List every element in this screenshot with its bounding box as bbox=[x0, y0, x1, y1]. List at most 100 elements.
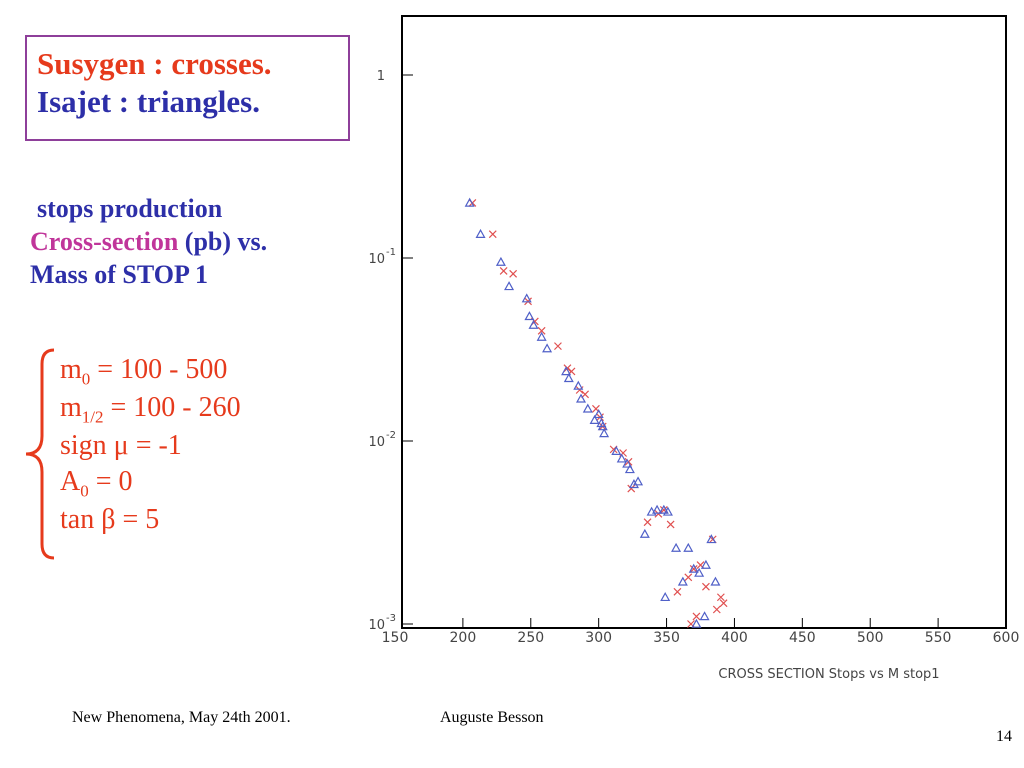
x-tick-label: 350 bbox=[653, 630, 680, 646]
triangle-marker bbox=[521, 293, 532, 303]
legend-box: Susygen : crosses. Isajet : triangles. bbox=[25, 35, 350, 141]
triangle-marker bbox=[628, 479, 639, 489]
triangle-marker bbox=[475, 228, 486, 238]
subtitle-cross-section: Cross-section (pb) vs. bbox=[30, 225, 267, 258]
cross-marker bbox=[488, 230, 497, 239]
cross-marker bbox=[499, 266, 508, 275]
cross-marker bbox=[581, 390, 590, 399]
subtitle-mass-of-stop: Mass of STOP 1 bbox=[30, 260, 208, 290]
cross-marker bbox=[666, 520, 675, 529]
triangle-marker bbox=[528, 319, 539, 329]
cross-marker bbox=[692, 612, 701, 621]
triangle-marker bbox=[536, 331, 547, 341]
triangle-marker bbox=[495, 256, 506, 266]
triangle-marker bbox=[677, 576, 688, 586]
x-tick-label: 600 bbox=[993, 630, 1020, 646]
triangle-marker bbox=[662, 506, 673, 516]
triangle-marker bbox=[683, 542, 694, 552]
y-tick-exponent: -2 bbox=[386, 430, 396, 441]
y-tick-label: 10 bbox=[368, 618, 385, 633]
plot-frame bbox=[401, 15, 1007, 629]
subtitle-stops-production: stops production bbox=[37, 194, 223, 223]
triangle-marker bbox=[671, 542, 682, 552]
triangle-marker bbox=[561, 366, 572, 376]
param-a0: A0 = 0 bbox=[60, 465, 133, 501]
triangle-marker bbox=[563, 373, 574, 383]
x-tick-label: 150 bbox=[382, 630, 409, 646]
triangle-marker bbox=[622, 458, 633, 468]
triangle-marker bbox=[616, 453, 627, 463]
mhalf-value: = 100 - 260 bbox=[103, 392, 241, 424]
triangle-marker bbox=[599, 428, 610, 438]
mhalf-subscript: 1/2 bbox=[81, 407, 104, 427]
param-mhalf: m1/2 = 100 - 260 bbox=[60, 392, 241, 427]
chart-title: CROSS SECTION Stops vs M stop1 bbox=[718, 667, 939, 682]
x-tick-label: 400 bbox=[721, 630, 748, 646]
chart-container: 1 10 -1 10 -2 10 -3 150 200 250 300 350 400 450 500 55… bbox=[355, 5, 1024, 700]
legend-susygen: Susygen : crosses. bbox=[37, 46, 272, 81]
triangle-marker bbox=[575, 393, 587, 403]
triangle-marker bbox=[573, 380, 584, 390]
triangle-marker bbox=[542, 343, 553, 353]
triangle-marker bbox=[624, 464, 635, 474]
triangle-marker bbox=[699, 611, 710, 621]
triangle-marker bbox=[710, 576, 721, 586]
triangle-marker bbox=[524, 311, 535, 321]
cross-marker bbox=[716, 593, 725, 602]
triangle-marker bbox=[611, 445, 622, 455]
footer-event: New Phenomena, May 24th 2001. bbox=[72, 709, 291, 726]
cross-marker bbox=[702, 582, 710, 591]
y-tick-exponent: -1 bbox=[386, 247, 396, 258]
curly-brace-icon bbox=[25, 348, 55, 560]
triangle-marker bbox=[582, 403, 593, 413]
x-tick-label: 300 bbox=[585, 630, 612, 646]
triangle-marker bbox=[652, 504, 663, 514]
cross-section-label: Cross-section bbox=[30, 227, 179, 257]
triangle-marker bbox=[597, 421, 608, 431]
a0-subscript: 0 bbox=[80, 481, 89, 501]
a0-value: = 0 bbox=[88, 465, 133, 497]
y-tick-label: 10 bbox=[368, 252, 385, 267]
y-tick-exponent: -3 bbox=[386, 613, 396, 624]
triangle-marker bbox=[639, 528, 650, 538]
cross-marker bbox=[643, 518, 652, 527]
cross-marker bbox=[659, 506, 668, 514]
cross-marker bbox=[554, 342, 562, 351]
cross-marker bbox=[537, 326, 546, 335]
cross-marker bbox=[627, 484, 636, 493]
unit-vs-label: (pb) vs. bbox=[178, 227, 268, 257]
y-tick-label: 10 bbox=[368, 435, 385, 450]
x-tick-label: 500 bbox=[857, 630, 884, 646]
param-m0: m0 = 100 - 500 bbox=[60, 354, 228, 389]
triangle-marker bbox=[694, 567, 705, 577]
triangle-marker bbox=[504, 281, 515, 291]
cross-marker bbox=[689, 564, 698, 573]
x-tick-label: 450 bbox=[789, 630, 816, 646]
param-tan-beta: tan β = 5 bbox=[60, 504, 160, 536]
x-axis: 150 200 250 300 350 400 450 500 550 600 bbox=[382, 618, 1020, 646]
page-number: 14 bbox=[996, 728, 1012, 745]
triangle-marker bbox=[589, 414, 600, 424]
cross-marker bbox=[684, 573, 693, 582]
triangle-marker bbox=[691, 618, 702, 628]
cross-marker bbox=[719, 599, 728, 608]
y-axis: 110-110-210-3 bbox=[368, 69, 413, 633]
legend-isajet: Isajet : triangles. bbox=[37, 83, 260, 119]
cross-marker bbox=[673, 587, 682, 596]
triangle-marker bbox=[464, 197, 475, 207]
x-tick-label: 200 bbox=[450, 630, 477, 646]
data-points bbox=[464, 197, 728, 628]
triangle-marker bbox=[633, 476, 644, 486]
x-tick-label: 250 bbox=[517, 630, 544, 646]
triangle-marker bbox=[658, 504, 669, 514]
y-tick-label: 1 bbox=[377, 69, 385, 84]
param-sign-mu: sign μ = -1 bbox=[60, 430, 182, 462]
cross-marker bbox=[509, 269, 518, 278]
parameter-list: m0 = 100 - 500 m1/2 = 100 - 260 sign μ =… bbox=[60, 352, 241, 538]
triangle-marker bbox=[706, 534, 717, 544]
scatter-chart: 110-110-210-3 150 200 250 300 350 400 450 500 55… bbox=[368, 15, 1020, 682]
m0-subscript: 0 bbox=[81, 369, 91, 389]
m0-value: = 100 - 500 bbox=[90, 354, 228, 385]
triangle-marker bbox=[593, 409, 604, 419]
cross-marker bbox=[712, 605, 721, 614]
